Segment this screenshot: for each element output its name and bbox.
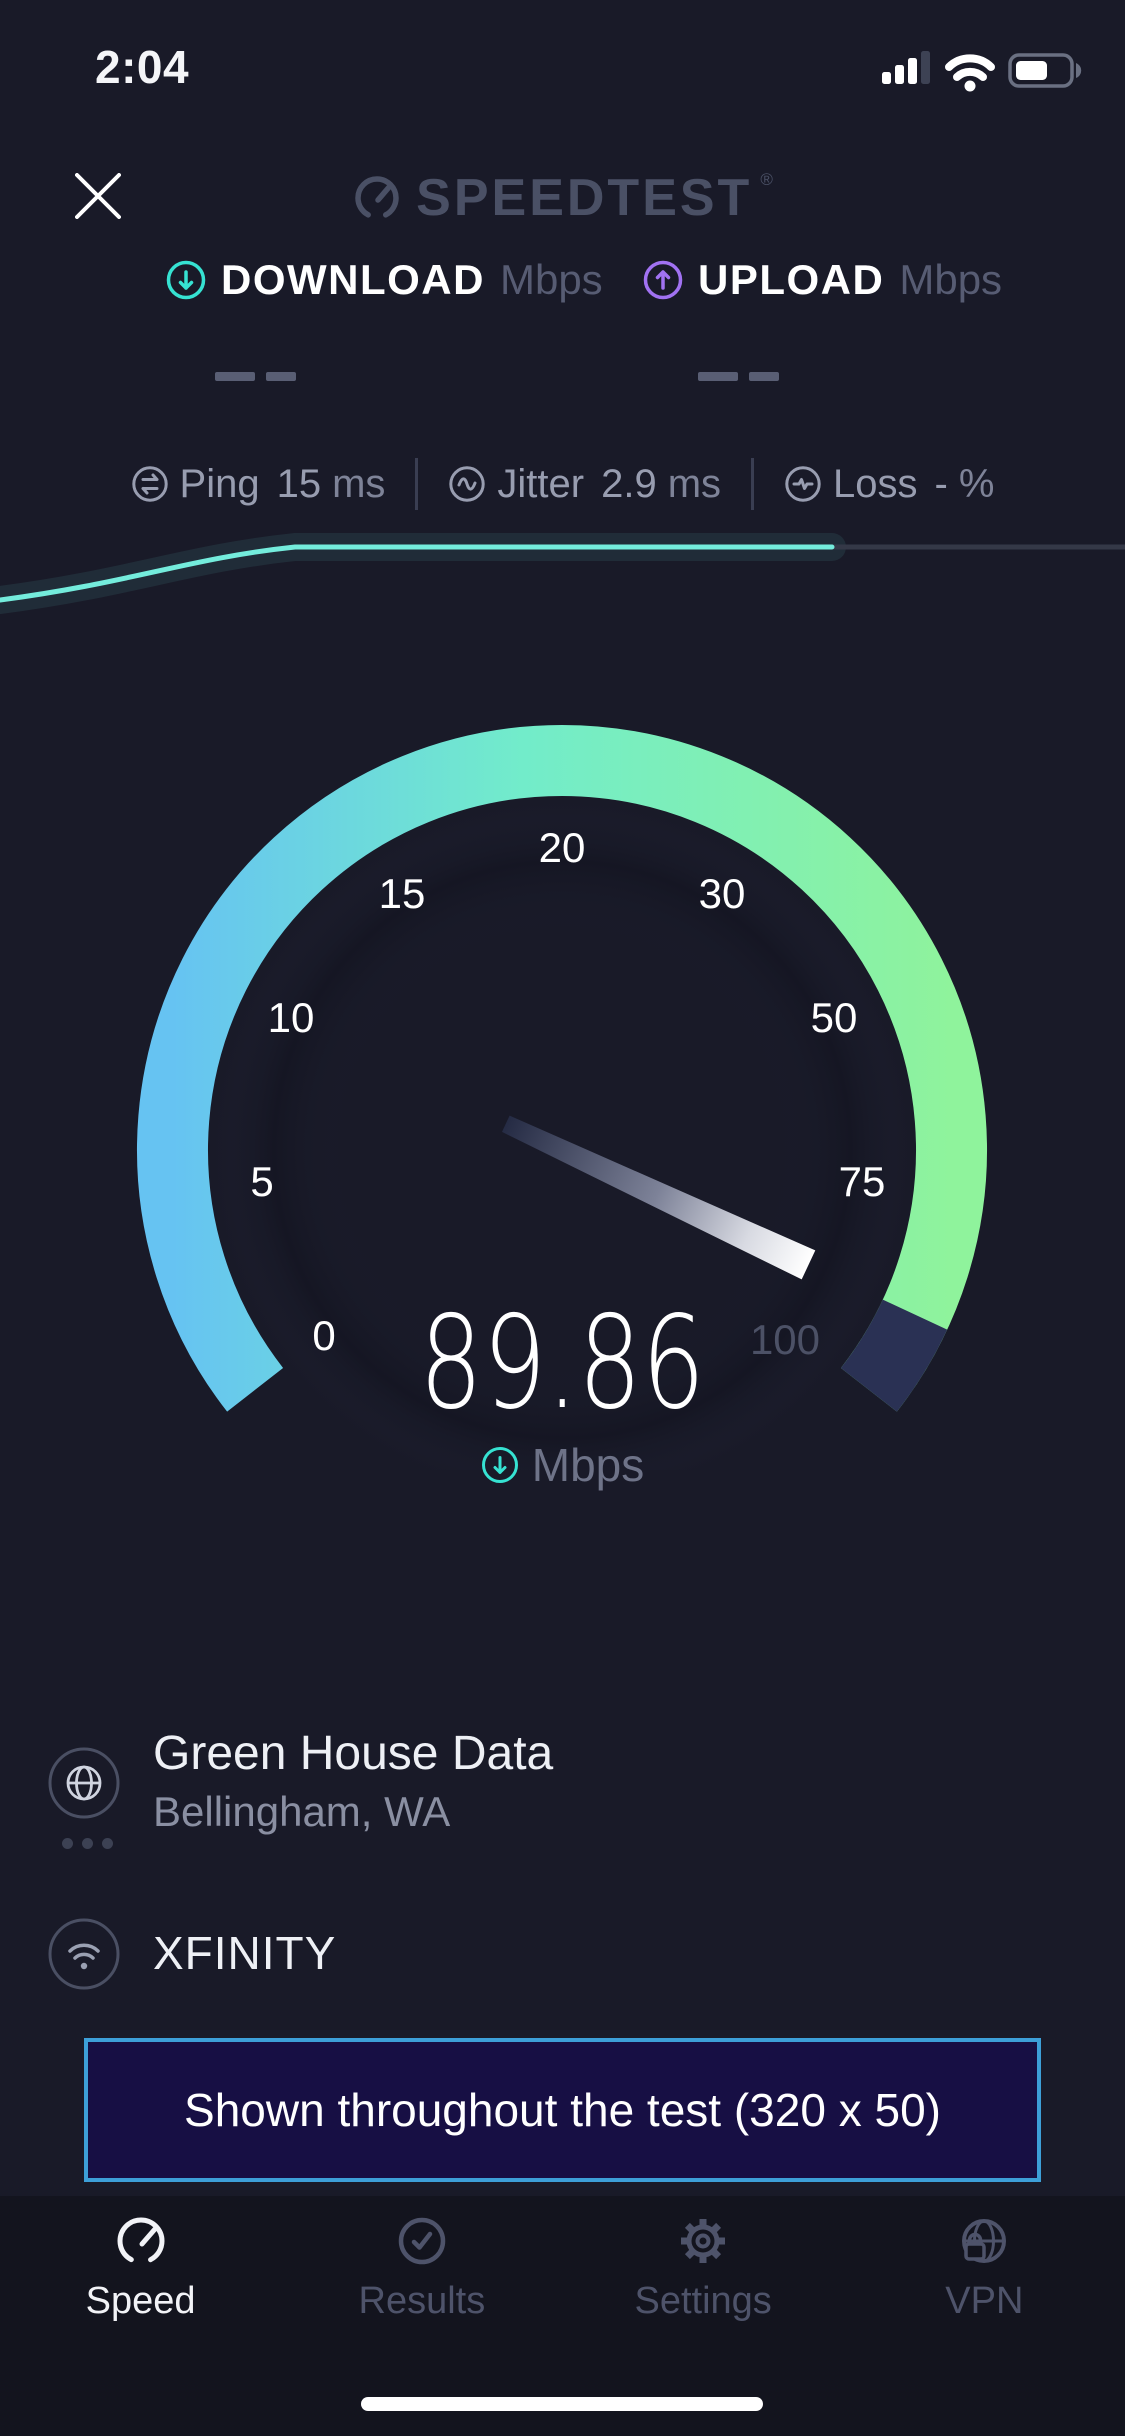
download-label: DOWNLOAD <box>221 256 485 303</box>
speedtest-logo: SPEEDTEST ® <box>0 168 1125 228</box>
ping-unit: ms <box>332 461 386 506</box>
circle-arrow-up-icon <box>643 260 683 300</box>
download-placeholder-dashes <box>215 372 296 381</box>
jitter-item: Jitter 2.9 ms <box>448 462 721 507</box>
logo-trademark: ® <box>760 170 773 189</box>
upload-placeholder-dashes <box>698 372 779 381</box>
divider <box>415 458 419 510</box>
battery-icon <box>1008 53 1082 88</box>
divider <box>751 458 755 510</box>
circle-pulse-icon <box>785 466 821 502</box>
tab-speed-label: Speed <box>85 2280 196 2322</box>
loss-value: - <box>934 461 948 506</box>
globe-icon <box>48 1747 120 1819</box>
circle-wave-icon <box>449 466 486 502</box>
gear-icon <box>681 2219 726 2263</box>
ad-text: Shown throughout the test (320 x 50) <box>184 2084 941 2136</box>
isp-name: XFINITY <box>153 1927 337 1979</box>
upload-unit: Mbps <box>899 256 1003 303</box>
tab-settings[interactable]: Settings <box>563 2196 844 2436</box>
tick-100: 100 <box>750 1316 820 1363</box>
circle-check-icon <box>398 2217 446 2265</box>
logo-text: SPEEDTEST <box>416 169 753 227</box>
gauge-icon <box>117 2217 165 2265</box>
current-speed-value: 89.86 <box>419 1289 706 1438</box>
x-icon <box>75 173 121 219</box>
current-speed-unit: Mbps <box>531 1439 645 1491</box>
gauge-needle <box>502 1115 816 1280</box>
latency-row: Ping 15 ms Jitter 2.9 ms Loss - % <box>0 452 1125 516</box>
circle-exchange-arrows-icon <box>131 466 168 502</box>
server-name[interactable]: Green House Data <box>153 1727 554 1780</box>
jitter-value: 2.9 <box>601 461 657 506</box>
circle-arrow-down-icon <box>481 1447 518 1483</box>
ping-item: Ping 15 ms <box>131 461 386 507</box>
server-options-ellipsis-icon[interactable] <box>62 1838 113 1849</box>
tick-0: 0 <box>312 1312 335 1359</box>
tick-15: 15 <box>379 870 426 917</box>
tick-50: 50 <box>811 994 858 1041</box>
wifi-icon <box>945 54 995 92</box>
loss-label: Loss <box>833 461 918 506</box>
tab-results-label: Results <box>358 2280 486 2322</box>
download-unit: Mbps <box>499 256 603 303</box>
status-icons <box>882 51 1082 92</box>
speed-gauge: 0 5 10 15 20 30 50 75 100 <box>137 724 987 1470</box>
tab-settings-label: Settings <box>634 2280 772 2322</box>
tick-20: 20 <box>539 824 586 871</box>
tab-bar: Speed Results <box>0 2196 1125 2436</box>
ad-banner[interactable]: Shown throughout the test (320 x 50) <box>84 2038 1041 2182</box>
server-location: Bellingham, WA <box>153 1788 451 1835</box>
gauge-tick-labels: 0 5 10 15 20 30 50 75 100 <box>250 824 885 1363</box>
download-metric-header: DOWNLOAD Mbps <box>166 256 603 304</box>
jitter-unit: ms <box>667 461 722 506</box>
tab-vpn-label: VPN <box>945 2280 1024 2322</box>
upload-metric-header: UPLOAD Mbps <box>643 256 1002 304</box>
loss-item: Loss - % <box>784 462 994 507</box>
tab-vpn[interactable]: VPN <box>844 2196 1125 2436</box>
tab-results[interactable]: Results <box>281 2196 562 2436</box>
home-indicator[interactable] <box>361 2397 763 2411</box>
circle-arrow-down-icon <box>166 260 206 300</box>
status-time: 2:04 <box>95 41 190 93</box>
gauge-arc <box>137 724 987 1412</box>
tab-speed[interactable]: Speed <box>0 2196 281 2436</box>
tick-5: 5 <box>250 1158 273 1205</box>
close-button[interactable] <box>62 160 134 232</box>
tick-75: 75 <box>839 1158 886 1205</box>
tick-10: 10 <box>268 994 315 1041</box>
gauge-inner-shade <box>210 798 914 1470</box>
signal-strength-icon <box>882 51 930 84</box>
wifi-icon <box>48 1918 120 1990</box>
ping-value: 15 <box>276 461 322 506</box>
gauge-icon <box>355 176 399 220</box>
globe-lock-icon <box>962 2219 1007 2263</box>
upload-label: UPLOAD <box>698 256 885 303</box>
tick-30: 30 <box>699 870 746 917</box>
loss-unit: % <box>958 461 995 506</box>
current-speed-unit-row: Mbps <box>0 1438 1125 1492</box>
ping-label: Ping <box>179 461 260 506</box>
jitter-label: Jitter <box>497 461 585 506</box>
gauge-arc-remainder <box>840 1299 948 1412</box>
download-throughput-graph <box>0 533 1125 614</box>
